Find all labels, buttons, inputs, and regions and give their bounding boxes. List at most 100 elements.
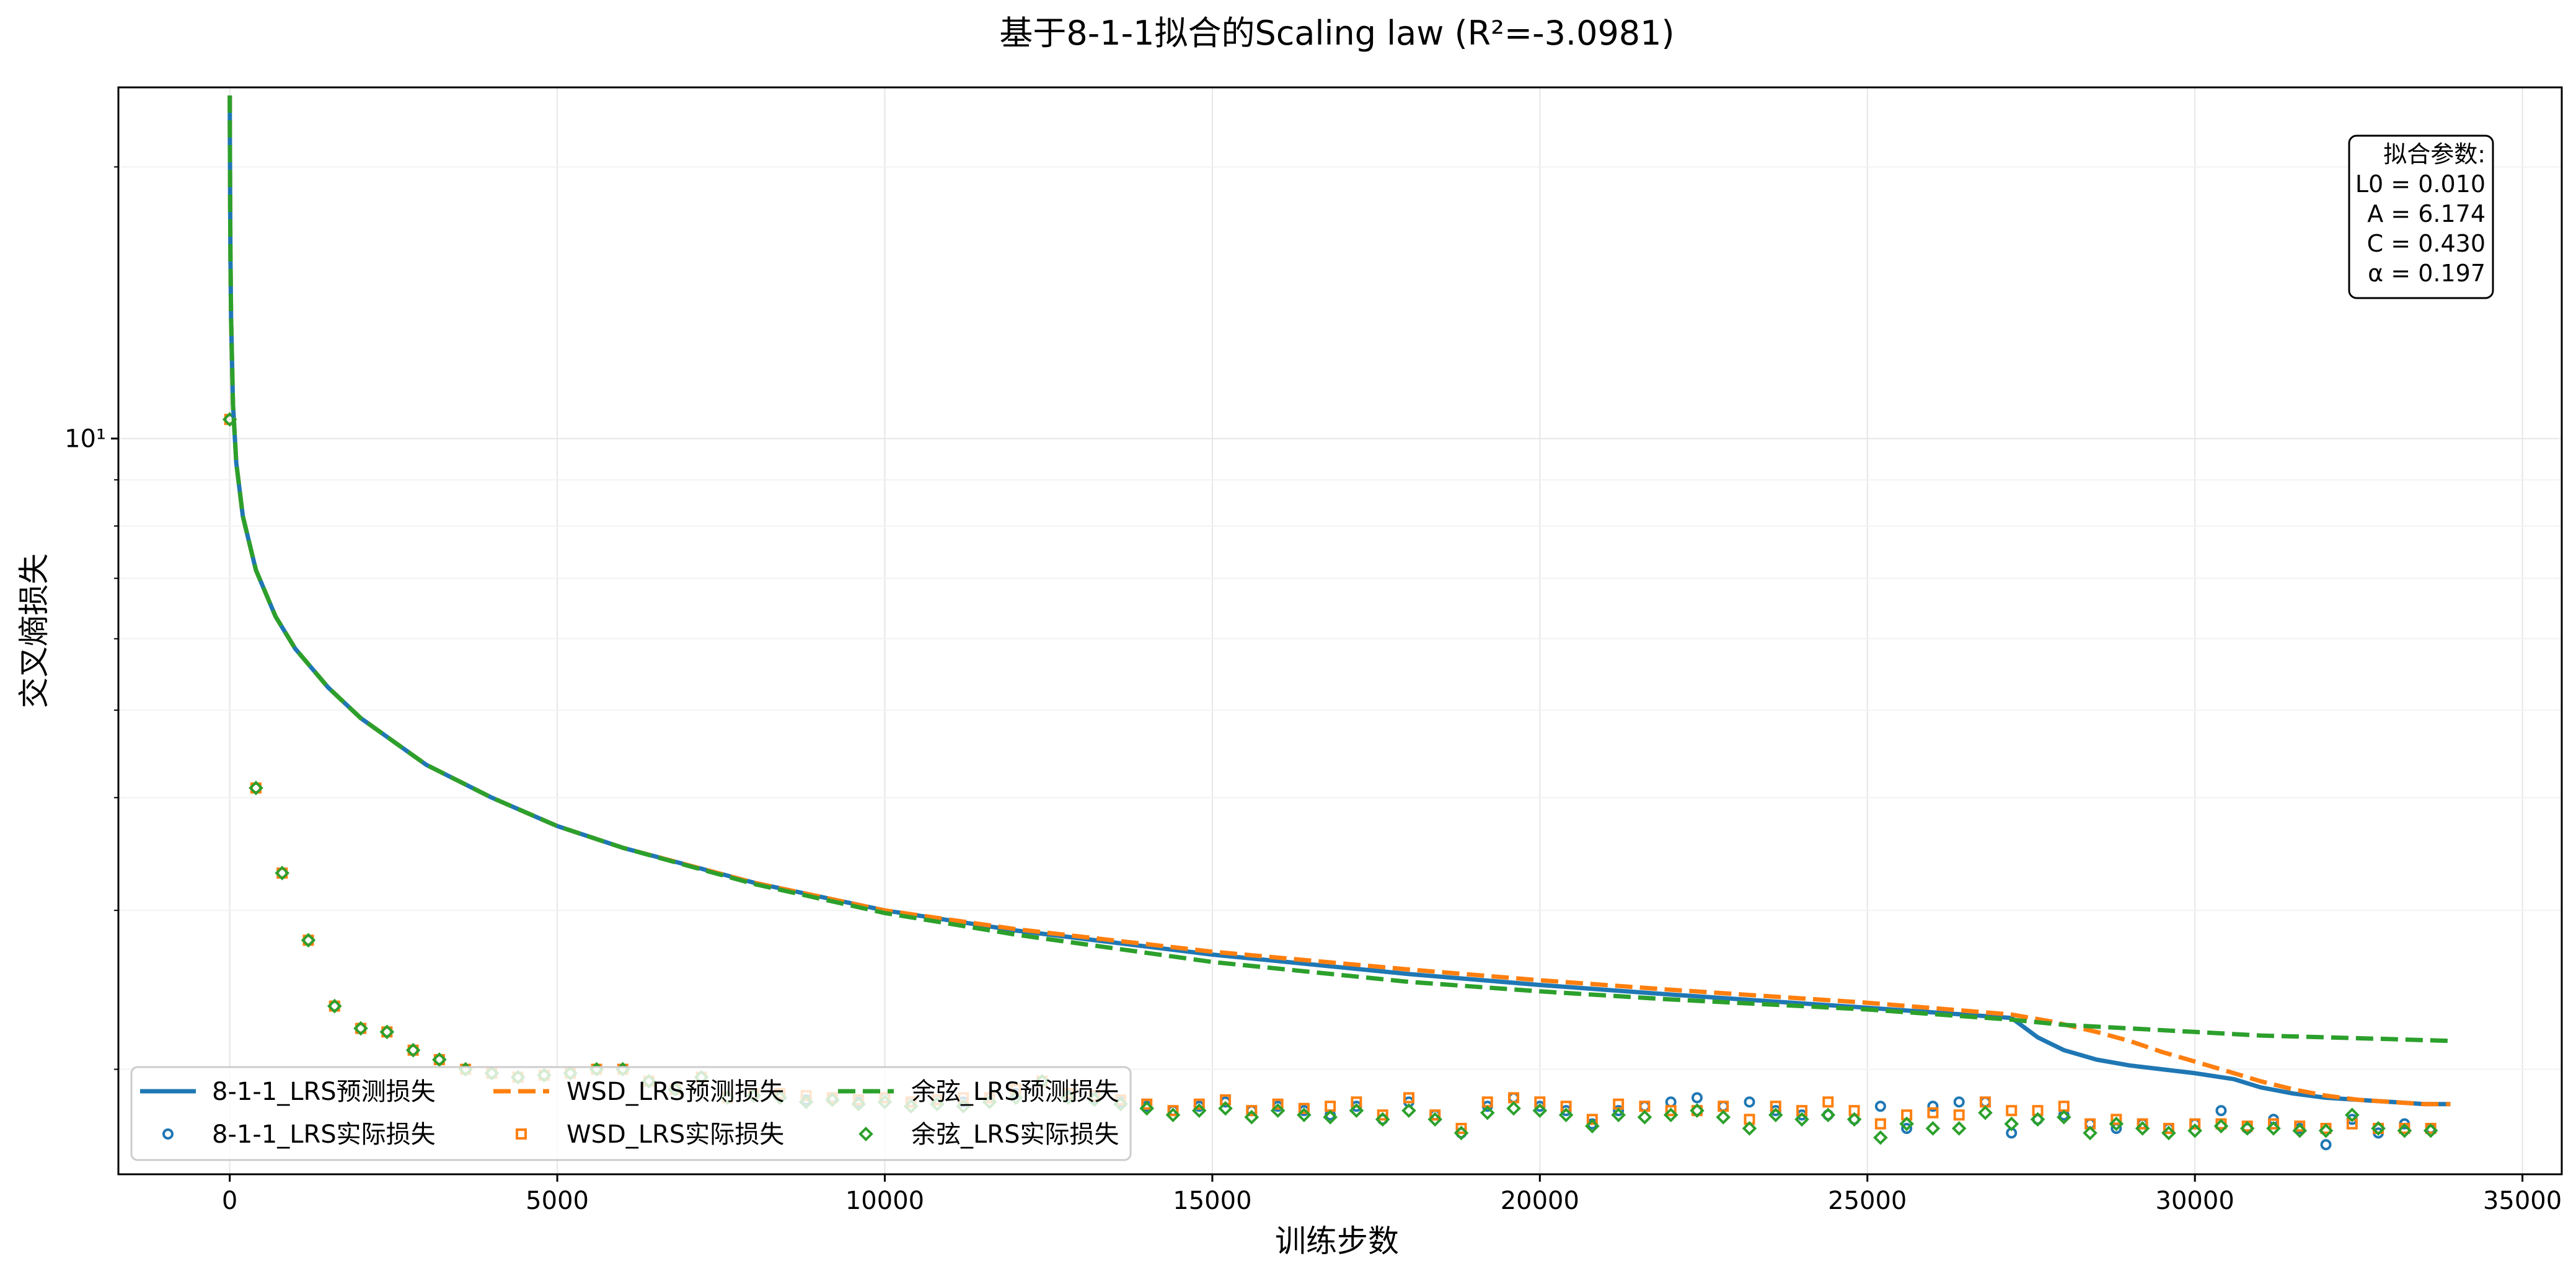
scatter-point-diamond bbox=[2266, 1121, 2281, 1136]
legend-label-cosine-actual: 余弦_LRS实际损失 bbox=[911, 1120, 1119, 1149]
scatter-point-diamond bbox=[1401, 1103, 1416, 1119]
scatter-point-diamond bbox=[1139, 1101, 1155, 1116]
scatter-point-diamond bbox=[1506, 1101, 1521, 1116]
legend-swatch-wsd-actual bbox=[516, 1128, 527, 1140]
scatter-point-diamond bbox=[1951, 1121, 1967, 1136]
fit-params-frame bbox=[2348, 134, 2494, 299]
scatter-point-circle bbox=[1613, 1105, 1625, 1117]
scatter-point-diamond bbox=[275, 866, 290, 881]
scatter-point-diamond bbox=[1558, 1107, 1574, 1123]
scatter-point-square bbox=[2189, 1118, 2201, 1130]
scatter-point-diamond bbox=[2423, 1123, 2438, 1138]
scatter-point-diamond bbox=[2030, 1112, 2045, 1127]
scatter-point-diamond bbox=[379, 1024, 395, 1040]
scatter-point-diamond bbox=[1899, 1116, 1914, 1132]
scatter-point-diamond bbox=[1925, 1121, 1941, 1136]
scatter-point-square bbox=[2137, 1118, 2148, 1130]
scatter-point-square bbox=[2111, 1114, 2122, 1125]
fit-params-title: 拟合参数: bbox=[2383, 141, 2486, 168]
grid bbox=[118, 87, 2562, 1174]
scatter-point-diamond bbox=[1611, 1107, 1626, 1123]
scatter-point-circle bbox=[1901, 1122, 1913, 1134]
scatter-point-square bbox=[2294, 1120, 2306, 1132]
scatter-point-diamond bbox=[2083, 1125, 2097, 1141]
scatter-point-diamond bbox=[1218, 1101, 1233, 1116]
scatter-point-diamond bbox=[2344, 1107, 2360, 1123]
scatter-point-diamond bbox=[301, 933, 316, 948]
scatter-point-diamond bbox=[2135, 1121, 2150, 1136]
scatter-point-diamond bbox=[2371, 1121, 2386, 1136]
scatter-point-diamond bbox=[2213, 1119, 2229, 1134]
scatter-point-square bbox=[1822, 1096, 1834, 1108]
line-series bbox=[227, 95, 2451, 1044]
scatter-point-square bbox=[2006, 1105, 2018, 1117]
scatter-point-square bbox=[1298, 1102, 1310, 1114]
plot-area bbox=[118, 87, 2562, 1174]
scatter-point-circle bbox=[2215, 1105, 2227, 1117]
scatter-point-circle bbox=[2320, 1139, 2332, 1151]
scatter-point-diamond bbox=[1270, 1103, 1286, 1119]
x-axis-label: 训练步数 bbox=[1275, 1223, 1399, 1259]
scatter-point-square bbox=[1429, 1109, 1441, 1121]
scatter-point-square bbox=[1403, 1092, 1414, 1104]
scatter-point-square bbox=[1141, 1098, 1153, 1110]
legend-swatch-8-1-1-actual bbox=[162, 1128, 174, 1140]
scatter-point-diamond bbox=[1480, 1105, 1495, 1120]
scatter-point-diamond bbox=[2318, 1123, 2334, 1138]
plot-frame bbox=[117, 86, 2563, 1176]
scatter-point-circle bbox=[1691, 1092, 1703, 1104]
fit-param-a: A = 6.174 bbox=[2367, 200, 2486, 227]
scatter-point-diamond bbox=[1716, 1110, 1731, 1125]
scatter-point-square bbox=[1272, 1098, 1284, 1110]
scatter-point-diamond bbox=[2161, 1125, 2176, 1141]
scatter-point-diamond bbox=[1794, 1112, 1809, 1127]
scatter-point-diamond bbox=[2397, 1123, 2412, 1138]
scatter-point-square bbox=[1927, 1107, 1939, 1119]
scatter-point-diamond bbox=[1978, 1105, 1993, 1120]
scatter-point-square bbox=[1874, 1118, 1886, 1130]
scatter-point-square bbox=[1665, 1105, 1677, 1117]
scatter-point-diamond bbox=[405, 1042, 421, 1058]
legend-label-wsd-pred: WSD_LRS预测损失 bbox=[567, 1078, 784, 1106]
scatter-point-circle bbox=[1744, 1096, 1755, 1108]
scatter-point-diamond bbox=[1820, 1107, 1836, 1123]
axes: 0 5000 10000 15000 20000 25000 30000 35000 10¹ bbox=[64, 166, 2562, 1215]
scatter-point-diamond bbox=[1873, 1130, 1888, 1145]
scatter-point-diamond bbox=[2292, 1123, 2308, 1138]
scatter-point-square bbox=[2163, 1122, 2174, 1134]
scatter-point-diamond bbox=[327, 998, 342, 1014]
legend-label-cosine-pred: 余弦_LRS预测损失 bbox=[911, 1078, 1119, 1106]
legend-frame bbox=[130, 1066, 1132, 1161]
scatter-point-square bbox=[1193, 1098, 1205, 1110]
scatter-point-diamond bbox=[1297, 1107, 1312, 1123]
fit-param-alpha: α = 0.197 bbox=[2368, 260, 2486, 287]
scatter-point-diamond bbox=[1244, 1110, 1259, 1125]
legend-label-wsd-actual: WSD_LRS实际损失 bbox=[567, 1120, 784, 1149]
scatter-point-square bbox=[2267, 1118, 2279, 1130]
scatter-point-diamond bbox=[1349, 1103, 1364, 1119]
scatter-point-square bbox=[1246, 1105, 1258, 1117]
scatter-point-circle bbox=[1953, 1096, 1965, 1108]
legend: 8-1-1_LRS预测损失 8-1-1_LRS实际损失 WSD_LRS预测损失 … bbox=[130, 1066, 1132, 1161]
scatter-point-diamond bbox=[353, 1021, 368, 1036]
x-tick-label: 25000 bbox=[1828, 1187, 1907, 1215]
x-tick-label: 15000 bbox=[1173, 1187, 1251, 1215]
x-tick-label: 20000 bbox=[1501, 1187, 1579, 1215]
scatter-point-diamond bbox=[1768, 1107, 1783, 1123]
scatter-point-diamond bbox=[432, 1052, 447, 1067]
x-tick-label: 5000 bbox=[526, 1187, 589, 1215]
x-tick-label: 35000 bbox=[2483, 1187, 2562, 1215]
scatter-point-diamond bbox=[2004, 1116, 2019, 1132]
scatter-point-diamond bbox=[2109, 1116, 2124, 1132]
scatter-point-diamond bbox=[1690, 1103, 1705, 1119]
scatter-point-diamond bbox=[1375, 1112, 1390, 1127]
scatter-point-square bbox=[1455, 1122, 1467, 1134]
scatter-point-square bbox=[1953, 1109, 1965, 1121]
scatter-point-square bbox=[1377, 1109, 1388, 1121]
scatter-point-diamond bbox=[249, 780, 263, 796]
legend-swatch-cosine-actual bbox=[858, 1127, 873, 1141]
scatter-point-diamond bbox=[1637, 1110, 1652, 1125]
scatter-point-diamond bbox=[1165, 1107, 1181, 1123]
scatter-point-diamond bbox=[1453, 1125, 1469, 1141]
scatter-point-circle bbox=[1874, 1101, 1886, 1112]
